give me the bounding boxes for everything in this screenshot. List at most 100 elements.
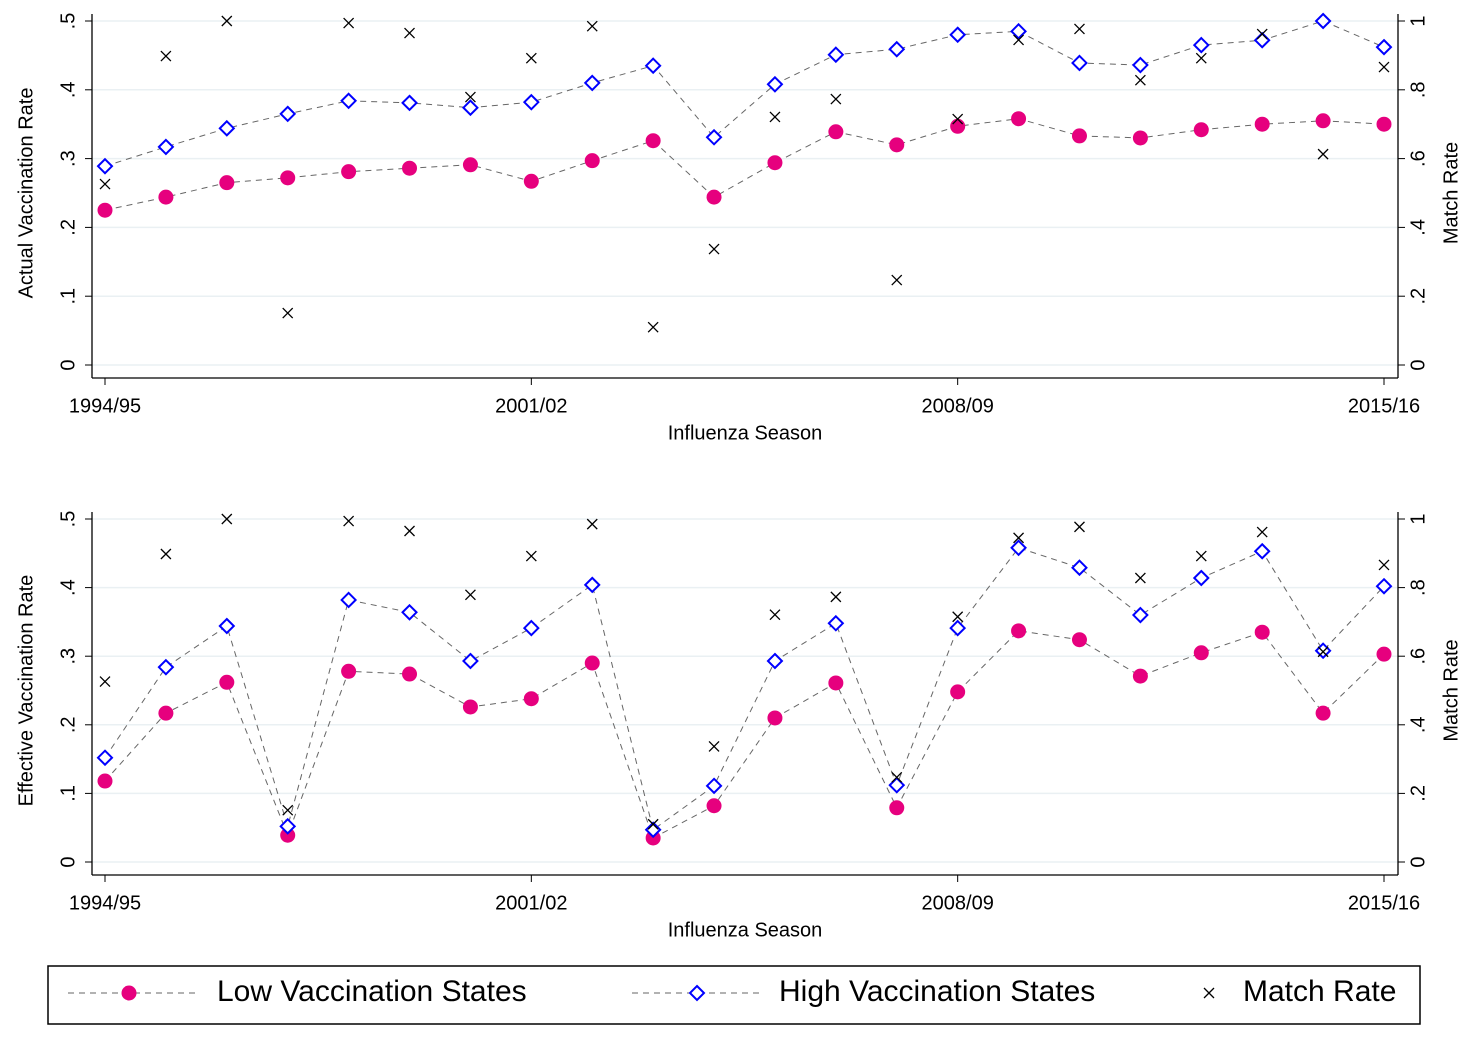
y-tick-label: .2 bbox=[57, 716, 79, 733]
y-tick-label: .1 bbox=[57, 288, 79, 305]
point bbox=[97, 773, 113, 789]
point bbox=[586, 20, 598, 32]
point bbox=[827, 614, 845, 632]
point bbox=[706, 189, 722, 205]
point bbox=[828, 675, 844, 691]
y2-tick-label: 1 bbox=[1407, 15, 1429, 26]
point bbox=[525, 52, 537, 64]
y2-tick-label: .8 bbox=[1407, 81, 1429, 98]
x-tick-label: 1994/95 bbox=[69, 395, 141, 417]
legend-box bbox=[47, 965, 1421, 1025]
point bbox=[584, 153, 600, 169]
point bbox=[647, 818, 659, 830]
point bbox=[1010, 539, 1027, 557]
point bbox=[769, 111, 781, 123]
point bbox=[343, 515, 355, 527]
point bbox=[769, 609, 781, 621]
y-axis-title: Actual Vaccination Rate bbox=[15, 88, 37, 299]
point bbox=[1193, 122, 1209, 138]
point bbox=[1071, 559, 1088, 577]
y-tick-label: .2 bbox=[57, 219, 79, 236]
point bbox=[888, 776, 906, 794]
x-tick-label: 2001/02 bbox=[495, 395, 567, 417]
point bbox=[952, 611, 964, 623]
point bbox=[1011, 623, 1027, 639]
point bbox=[1256, 28, 1268, 40]
x-tick-label: 1994/95 bbox=[69, 892, 141, 914]
y-tick-label: 0 bbox=[57, 359, 79, 370]
point bbox=[888, 40, 906, 58]
point bbox=[160, 50, 172, 62]
point bbox=[1317, 646, 1329, 658]
point bbox=[583, 576, 601, 594]
panel: 0 .1 .2 .3 .4 .5 0 .2 .4 .6 .8 1 1994/95 2001/02 2008/… bbox=[15, 511, 1462, 942]
point bbox=[462, 699, 478, 715]
point bbox=[1074, 23, 1085, 35]
point bbox=[952, 113, 964, 125]
point bbox=[522, 93, 540, 111]
legend-marker bbox=[121, 985, 137, 1001]
panel: 0 .1 .2 .3 .4 .5 0 .2 .4 .6 .8 1 1994/95 2001/02 2008/… bbox=[15, 12, 1462, 444]
point bbox=[767, 710, 783, 726]
point bbox=[462, 157, 478, 173]
point bbox=[402, 160, 418, 176]
point bbox=[404, 27, 415, 39]
point bbox=[1315, 705, 1331, 721]
point bbox=[97, 202, 113, 218]
point bbox=[219, 175, 235, 191]
point bbox=[708, 740, 720, 752]
legend-label: Low Vaccination States bbox=[217, 975, 527, 1008]
point bbox=[401, 94, 418, 112]
point bbox=[219, 674, 235, 690]
point bbox=[1134, 572, 1146, 584]
point bbox=[99, 178, 111, 190]
point bbox=[647, 321, 659, 333]
point bbox=[341, 663, 357, 679]
point bbox=[1011, 111, 1027, 127]
point bbox=[891, 771, 903, 783]
x-tick-label: 2015/16 bbox=[1348, 892, 1420, 914]
point bbox=[708, 243, 720, 255]
point bbox=[1376, 116, 1392, 132]
point bbox=[160, 548, 172, 560]
point bbox=[1314, 12, 1332, 30]
point bbox=[1376, 646, 1392, 662]
legend: Low Vaccination States High Vaccination S… bbox=[68, 975, 1396, 1008]
point bbox=[1195, 550, 1207, 562]
point bbox=[522, 619, 540, 637]
point bbox=[950, 118, 966, 134]
point bbox=[523, 173, 539, 189]
point bbox=[218, 617, 236, 635]
y2-tick-label: 0 bbox=[1407, 856, 1429, 867]
point bbox=[830, 591, 842, 603]
point bbox=[464, 91, 476, 103]
point bbox=[583, 74, 601, 92]
point bbox=[1071, 128, 1087, 144]
y-tick-label: .1 bbox=[57, 785, 79, 802]
point bbox=[340, 92, 358, 110]
point bbox=[1315, 113, 1331, 129]
series-line bbox=[104, 118, 1385, 211]
point bbox=[706, 798, 722, 814]
point bbox=[830, 93, 842, 105]
y2-tick-label: .2 bbox=[1407, 785, 1429, 802]
point bbox=[1195, 52, 1207, 64]
y2-tick-label: 0 bbox=[1407, 359, 1429, 370]
point bbox=[525, 550, 537, 562]
point bbox=[584, 655, 600, 671]
point bbox=[1071, 632, 1087, 648]
point bbox=[644, 821, 662, 839]
point bbox=[282, 307, 294, 319]
point bbox=[1375, 577, 1393, 595]
y-tick-label: .5 bbox=[57, 511, 79, 528]
point bbox=[340, 591, 358, 609]
point bbox=[221, 15, 233, 27]
point bbox=[766, 75, 784, 93]
point bbox=[402, 666, 418, 682]
point bbox=[404, 525, 415, 537]
legend-marker bbox=[688, 984, 706, 1002]
x-tick-label: 2001/02 bbox=[495, 892, 567, 914]
point bbox=[464, 589, 476, 601]
point bbox=[827, 46, 845, 64]
